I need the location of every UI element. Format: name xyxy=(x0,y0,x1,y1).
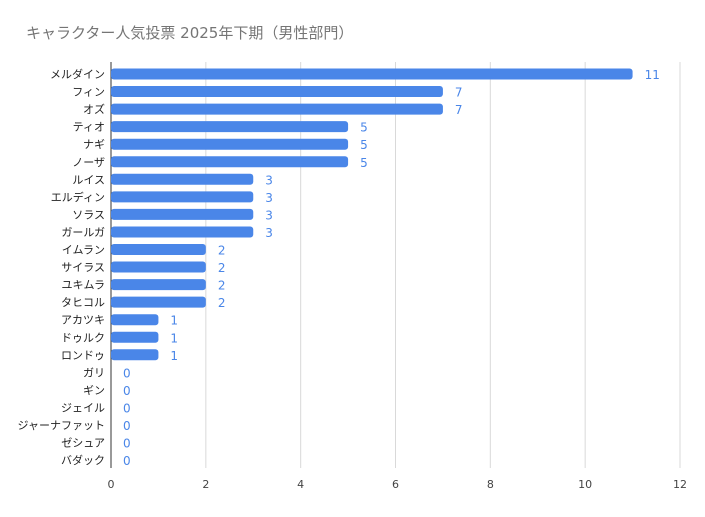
bar xyxy=(111,121,349,133)
category-label: アカツキ xyxy=(61,314,105,327)
data-label: 0 xyxy=(123,454,131,468)
category-label: ガールガ xyxy=(61,226,105,239)
data-label: 2 xyxy=(218,279,226,293)
category-label: ユキムラ xyxy=(62,279,105,292)
category-label: バダック xyxy=(61,453,105,467)
x-tick-label: 8 xyxy=(487,478,494,491)
data-label: 3 xyxy=(265,208,273,222)
data-label: 2 xyxy=(218,261,226,275)
data-label: 5 xyxy=(360,156,368,170)
category-label: ロンドゥ xyxy=(61,349,105,362)
bar xyxy=(111,314,159,326)
category-label: ドゥルク xyxy=(61,331,105,344)
category-label: ソラス xyxy=(72,208,105,221)
data-label: 11 xyxy=(645,68,660,82)
bar xyxy=(111,226,254,238)
bar xyxy=(111,296,206,308)
bar xyxy=(111,191,254,203)
bar xyxy=(111,138,349,150)
category-label: ナギ xyxy=(83,138,105,151)
data-label: 1 xyxy=(170,314,178,328)
bar xyxy=(111,103,443,115)
bar xyxy=(111,208,254,220)
category-label: メルダイン xyxy=(50,67,105,81)
data-label: 0 xyxy=(123,366,131,380)
data-label: 7 xyxy=(455,86,463,100)
data-label: 0 xyxy=(123,437,131,451)
data-label: 0 xyxy=(123,384,131,398)
data-label: 0 xyxy=(123,419,131,433)
bar xyxy=(111,244,206,255)
category-label: ティオ xyxy=(73,121,105,134)
data-label: 1 xyxy=(170,331,178,345)
bar xyxy=(111,86,443,98)
data-label: 5 xyxy=(360,138,368,152)
category-label: ガリ xyxy=(83,366,105,379)
x-tick-label: 10 xyxy=(578,478,592,491)
category-label: ギン xyxy=(83,384,105,397)
bar xyxy=(111,349,159,361)
data-label: 5 xyxy=(360,121,368,135)
category-label: ジェイル xyxy=(61,401,105,414)
category-label: ルイス xyxy=(72,173,105,186)
x-tick-label: 4 xyxy=(297,478,304,491)
bar xyxy=(111,331,159,343)
category-label: タヒコル xyxy=(61,296,105,309)
data-label: 3 xyxy=(265,173,273,187)
category-label: フィン xyxy=(72,86,105,99)
category-label: ノーザ xyxy=(72,156,105,169)
data-label: 3 xyxy=(265,191,273,205)
category-label: オズ xyxy=(83,102,105,116)
data-label: 2 xyxy=(218,296,226,310)
bar xyxy=(111,68,633,80)
category-label: エルディン xyxy=(51,190,105,204)
x-tick-label: 12 xyxy=(673,478,687,491)
bar xyxy=(111,261,206,273)
chart-title: キャラクター人気投票 2025年下期（男性部門） xyxy=(26,24,354,42)
category-label: イムラン xyxy=(62,244,105,257)
category-label: ジャーナファット xyxy=(18,419,105,432)
x-tick-label: 6 xyxy=(392,478,399,491)
data-label: 1 xyxy=(170,349,178,363)
x-tick-label: 0 xyxy=(108,478,115,491)
bar xyxy=(111,156,349,168)
data-label: 0 xyxy=(123,401,131,415)
x-tick-label: 2 xyxy=(202,478,209,491)
data-label: 3 xyxy=(265,226,273,240)
bar xyxy=(111,279,206,291)
category-label: サイラス xyxy=(61,261,105,274)
data-label: 2 xyxy=(218,244,226,258)
category-label: ゼシュア xyxy=(61,437,105,450)
data-label: 7 xyxy=(455,103,463,117)
bar xyxy=(111,173,254,185)
